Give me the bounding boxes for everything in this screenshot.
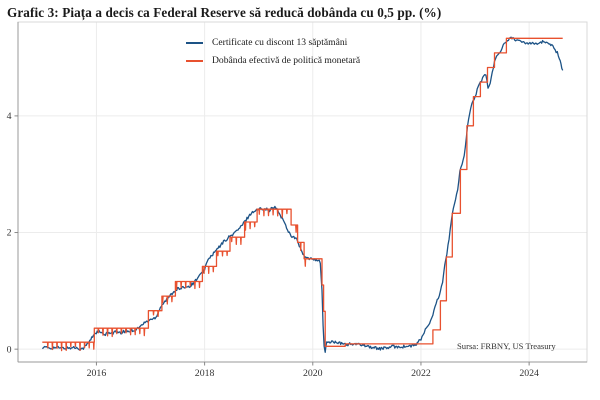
y-tick-label: 0 <box>7 344 12 355</box>
x-tick-label: 2024 <box>519 368 539 379</box>
x-tick-label: 2020 <box>303 368 323 379</box>
legend-label-bills: Certificate cu discont 13 săptămâni <box>212 37 348 48</box>
x-tick-label: 2018 <box>195 368 215 379</box>
chart-legend: Certificate cu discont 13 săptămâni Dobâ… <box>186 37 360 66</box>
policy-rate-line <box>42 37 563 352</box>
legend-label-policy: Dobânda efectivă de politică monetară <box>212 55 361 66</box>
policy-line-swatch-icon <box>186 60 203 62</box>
y-tick-label: 2 <box>7 228 12 239</box>
bills-line-swatch-icon <box>186 42 203 44</box>
bills-rate-line <box>41 36 564 353</box>
page-title: Grafic 3: Piața a decis ca Federal Reser… <box>7 5 442 20</box>
plot-border <box>17 21 588 363</box>
x-tick-label: 2016 <box>87 368 107 379</box>
source-note: Sursa: FRBNY, US Treasury <box>457 341 556 351</box>
x-tick-label: 2022 <box>411 368 431 379</box>
legend-item-policy: Dobânda efectivă de politică monetară <box>186 55 360 66</box>
legend-item-bills: Certificate cu discont 13 săptămâni <box>186 37 360 48</box>
y-tick-label: 4 <box>7 111 12 122</box>
